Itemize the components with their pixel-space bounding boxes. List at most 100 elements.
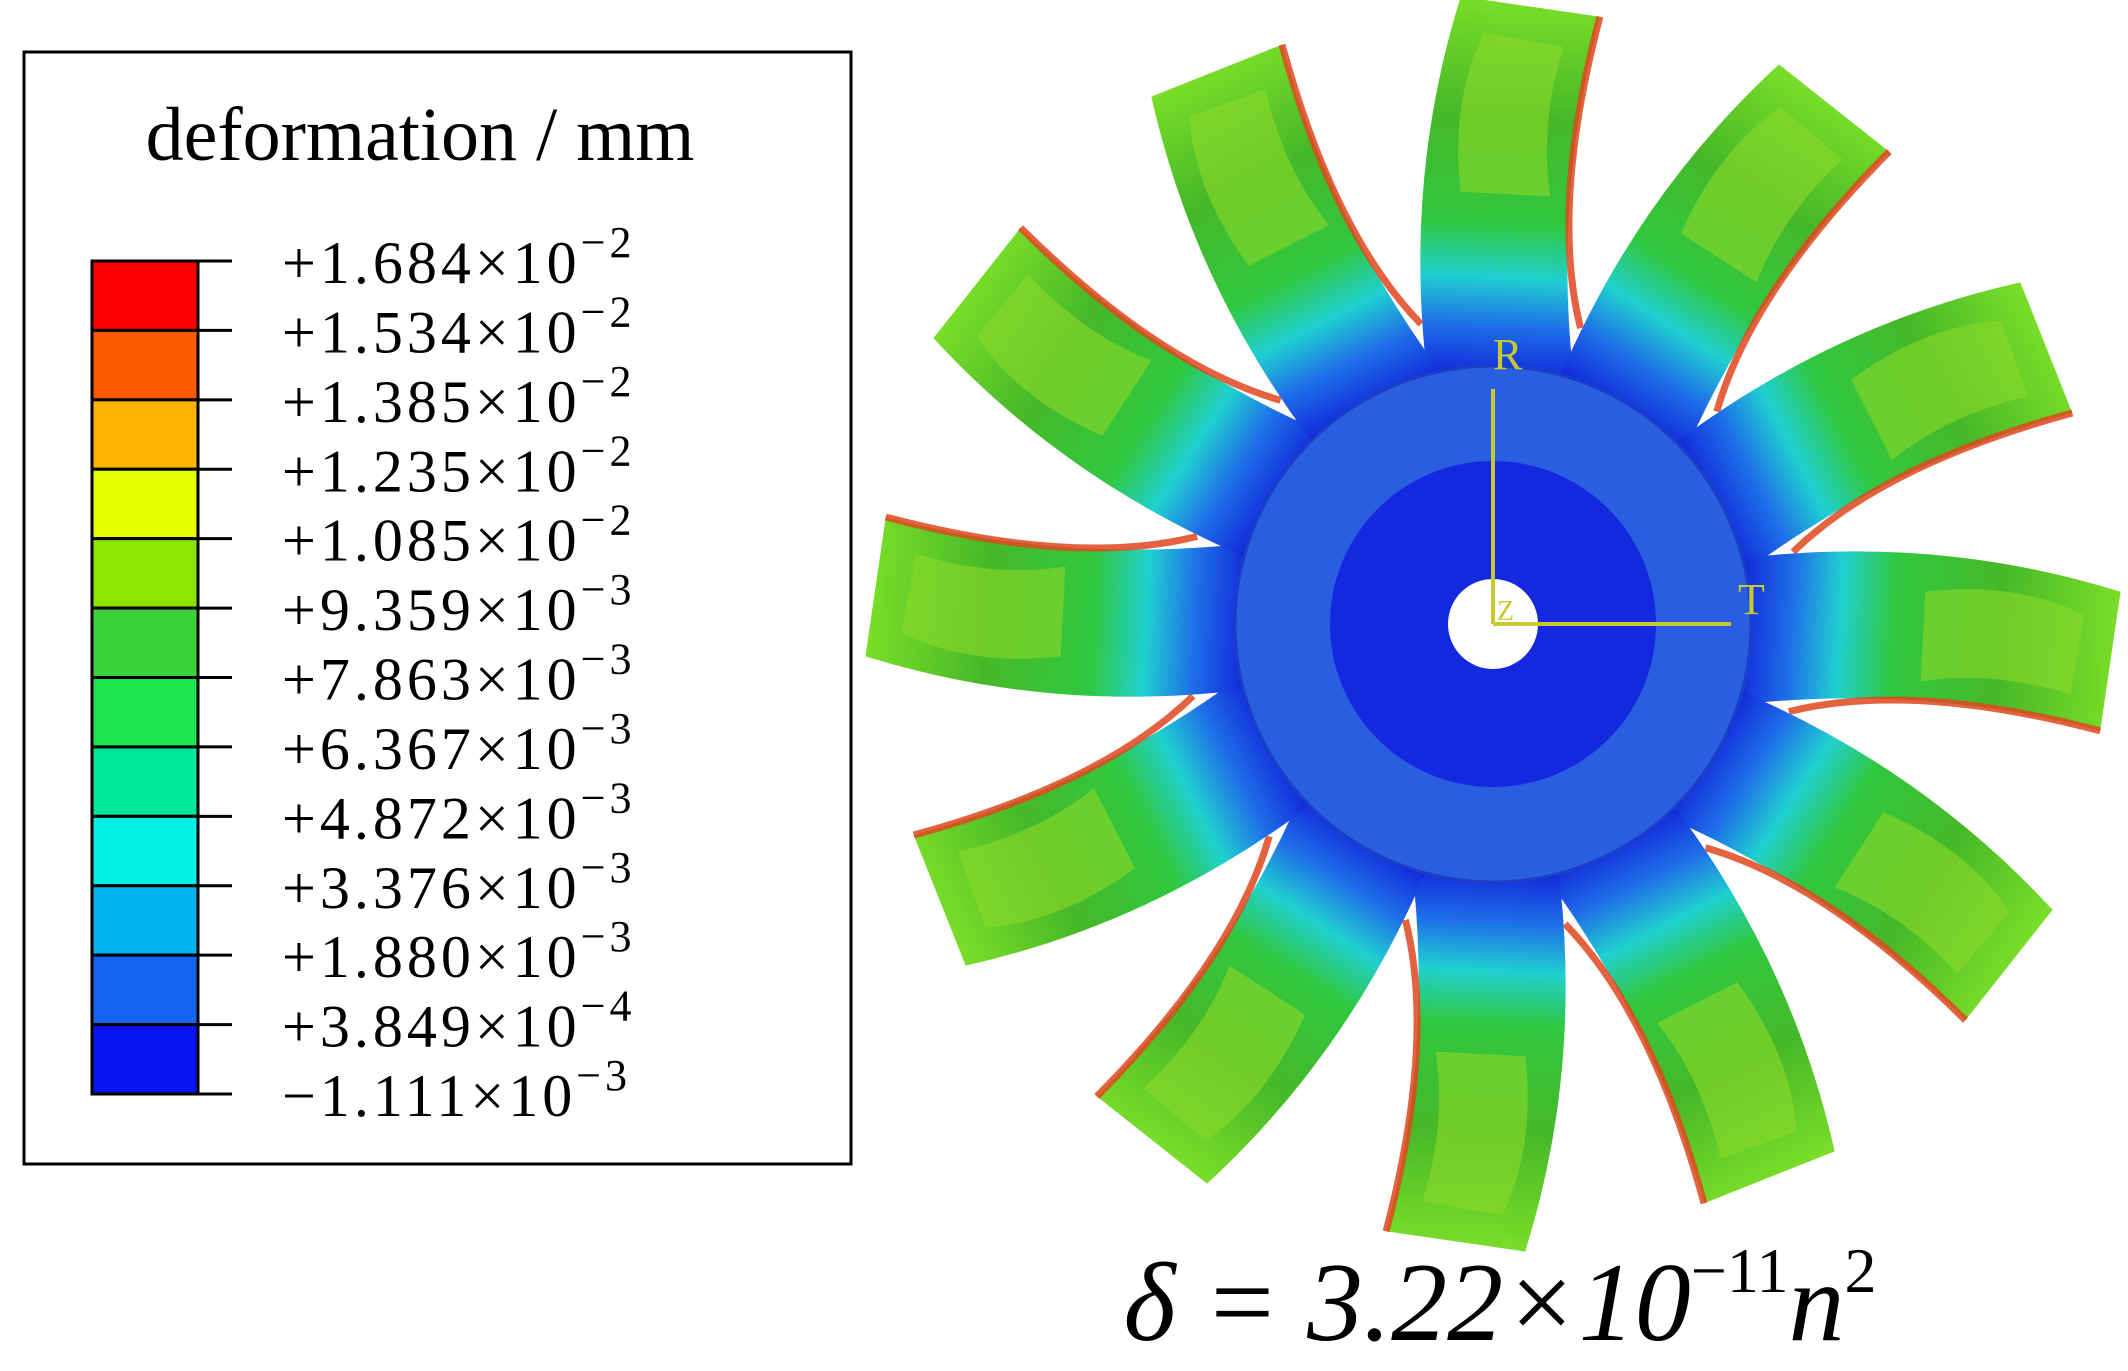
- blade-inner: [1458, 32, 1564, 197]
- z-axis-label: Z: [1497, 596, 1514, 627]
- blade-edge: [884, 513, 1199, 552]
- legend-label: −1.111×10−3: [282, 1051, 631, 1129]
- color-swatch: [90, 606, 200, 679]
- blade-inner: [976, 274, 1152, 436]
- blade-edge: [1562, 921, 1708, 1205]
- blade-inner: [958, 788, 1135, 928]
- label-base: +6.367×10: [282, 716, 581, 782]
- legend-label: +1.385×10−2: [282, 357, 636, 435]
- eq-lhs: δ = 3.22×10: [1124, 1241, 1691, 1365]
- impeller: R T Z: [865, 0, 2121, 1252]
- blade-edge: [1713, 149, 1892, 413]
- label-base: +3.849×10: [282, 994, 581, 1060]
- blade-edge: [1018, 225, 1282, 404]
- blade-inner: [1143, 965, 1305, 1141]
- blade-inner: [1657, 982, 1797, 1159]
- blade-inner: [1681, 107, 1843, 283]
- label-exponent: −2: [581, 357, 636, 406]
- legend-label: +1.085×10−2: [282, 496, 636, 574]
- blade: [1552, 64, 1892, 475]
- label-exponent: −3: [581, 635, 636, 684]
- blade-inner: [1422, 1051, 1528, 1216]
- legend-label: +1.684×10−2: [282, 218, 636, 296]
- color-swatch: [90, 884, 200, 957]
- r-axis-label: R: [1493, 330, 1523, 379]
- blade-inner: [1920, 589, 2085, 695]
- color-bar: +1.684×10−2+1.534×10−2+1.385×10−2+1.235×…: [90, 218, 636, 1129]
- legend-label: +1.235×10−2: [282, 426, 636, 504]
- blade-inner: [1851, 320, 2028, 460]
- blade-edge: [1790, 409, 2074, 555]
- color-swatch: [90, 259, 200, 332]
- label-exponent: −3: [581, 773, 636, 822]
- label-base: +7.863×10: [282, 647, 581, 713]
- color-swatch: [90, 953, 200, 1027]
- label-exponent: −2: [581, 218, 636, 267]
- label-base: +9.359×10: [282, 577, 581, 643]
- color-swatch: [90, 328, 200, 402]
- legend-label: +3.849×10−4: [282, 982, 636, 1060]
- blade-edge: [912, 693, 1196, 839]
- eq-exponent: −11: [1691, 1235, 1789, 1306]
- label-exponent: −3: [581, 565, 636, 614]
- label-base: +1.385×10: [282, 369, 581, 435]
- label-exponent: −2: [581, 287, 636, 336]
- label-exponent: −3: [576, 1051, 631, 1100]
- label-exponent: −2: [581, 426, 636, 475]
- label-base: +1.534×10: [282, 299, 581, 365]
- eq-variable: n: [1788, 1241, 1844, 1365]
- legend-label: +1.880×10−3: [282, 912, 636, 990]
- blade: [1642, 683, 2053, 1023]
- legend-label: +3.376×10−3: [282, 843, 636, 921]
- blade: [1094, 773, 1434, 1184]
- blade-edge: [1787, 696, 2102, 735]
- label-base: −1.111×10: [282, 1063, 576, 1129]
- equation: δ = 3.22×10−11n2: [1124, 1235, 1877, 1365]
- legend-label: +9.359×10−3: [282, 565, 636, 643]
- label-exponent: −4: [581, 982, 636, 1031]
- blade: [912, 661, 1327, 966]
- label-base: +1.235×10: [282, 438, 581, 504]
- t-axis-label: T: [1738, 575, 1765, 624]
- blade-inner: [1834, 812, 2010, 974]
- color-swatch: [90, 467, 200, 541]
- color-swatch: [90, 745, 200, 818]
- label-base: +1.085×10: [282, 508, 581, 574]
- blade: [1151, 43, 1456, 458]
- blade: [1659, 282, 2074, 587]
- color-swatch: [90, 1023, 200, 1096]
- blade: [1382, 844, 1566, 1252]
- label-base: +4.872×10: [282, 785, 581, 851]
- color-swatch: [90, 398, 200, 471]
- blade: [1713, 551, 2121, 735]
- label-base: +3.376×10: [282, 855, 581, 921]
- legend-label: +7.863×10−3: [282, 635, 636, 713]
- legend-label: +6.367×10−3: [282, 704, 636, 782]
- label-exponent: −2: [581, 496, 636, 545]
- blades: [865, 0, 2121, 1252]
- blade: [1530, 790, 1835, 1205]
- blade-edge: [1704, 844, 1968, 1023]
- color-swatch: [90, 814, 200, 888]
- label-exponent: −3: [581, 704, 636, 753]
- blade-edge: [1565, 15, 1604, 330]
- blade: [933, 225, 1344, 565]
- blade-edge: [1278, 43, 1424, 327]
- legend-label: +1.534×10−2: [282, 287, 636, 365]
- legend-title: deformation / mm: [146, 93, 695, 177]
- label-exponent: −3: [581, 912, 636, 961]
- label-exponent: −3: [581, 843, 636, 892]
- color-swatch: [90, 537, 200, 610]
- blade: [865, 513, 1273, 697]
- blade-inner: [1189, 89, 1329, 266]
- label-base: +1.684×10: [282, 230, 581, 296]
- eq-power: 2: [1844, 1235, 1876, 1306]
- legend-label: +4.872×10−3: [282, 773, 636, 851]
- label-base: +1.880×10: [282, 924, 581, 990]
- color-swatch: [90, 676, 200, 749]
- blade: [1420, 0, 1604, 404]
- blade-edge: [1382, 918, 1421, 1233]
- blade-edge: [1094, 835, 1273, 1099]
- blade-inner: [901, 553, 1066, 659]
